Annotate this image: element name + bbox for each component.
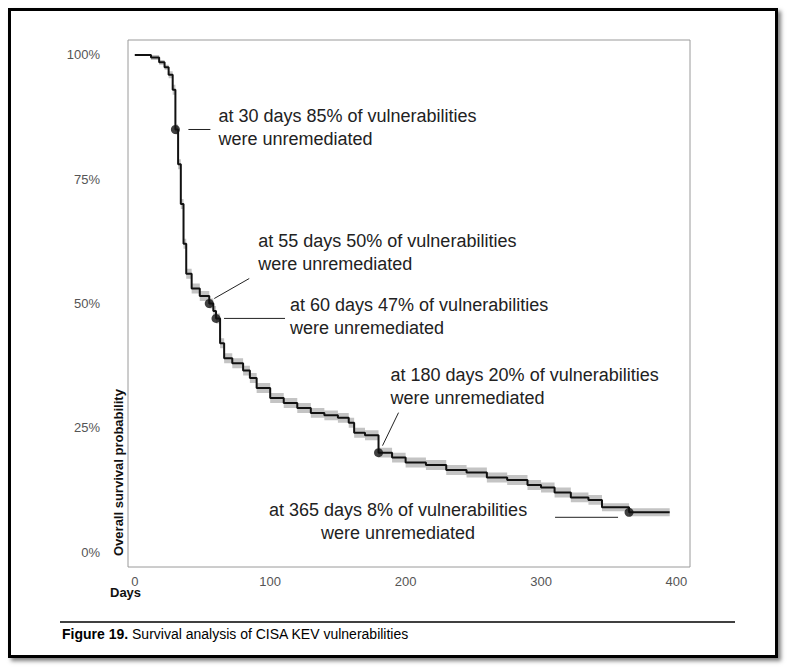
svg-text:300: 300 — [530, 574, 552, 589]
svg-text:at 55 days 50% of vulnerabilit: at 55 days 50% of vulnerabilities — [258, 231, 516, 251]
svg-text:100: 100 — [259, 574, 281, 589]
svg-text:were unremediated: were unremediated — [257, 254, 412, 274]
svg-text:50%: 50% — [74, 296, 100, 311]
svg-text:at 60 days 47% of vulnerabilit: at 60 days 47% of vulnerabilities — [290, 295, 548, 315]
svg-text:75%: 75% — [74, 172, 100, 187]
svg-text:0: 0 — [131, 574, 139, 589]
svg-text:200: 200 — [395, 574, 417, 589]
svg-text:Figure 19.: Figure 19. — [62, 626, 128, 642]
svg-text:at 180 days 20% of vulnerabili: at 180 days 20% of vulnerabilities — [391, 365, 659, 385]
svg-text:Days: Days — [110, 585, 141, 600]
svg-text:at 30 days 85% of vulnerabilit: at 30 days 85% of vulnerabilities — [218, 106, 476, 126]
svg-text:were unremediated: were unremediated — [390, 388, 545, 408]
svg-text:were unremediated: were unremediated — [320, 523, 475, 543]
svg-text:were unremediated: were unremediated — [217, 129, 372, 149]
svg-text:100%: 100% — [67, 47, 101, 62]
svg-text:25%: 25% — [74, 420, 100, 435]
svg-text:were unremediated: were unremediated — [289, 318, 444, 338]
svg-text:at 365 days 8% of vulnerabilit: at 365 days 8% of vulnerabilities — [269, 500, 527, 520]
svg-text:Overall survival probability: Overall survival probability — [111, 388, 126, 556]
svg-text:0%: 0% — [81, 545, 100, 560]
svg-text:Survival analysis of CISA KEV: Survival analysis of CISA KEV vulnerabil… — [128, 626, 408, 642]
svg-text:400: 400 — [666, 574, 688, 589]
